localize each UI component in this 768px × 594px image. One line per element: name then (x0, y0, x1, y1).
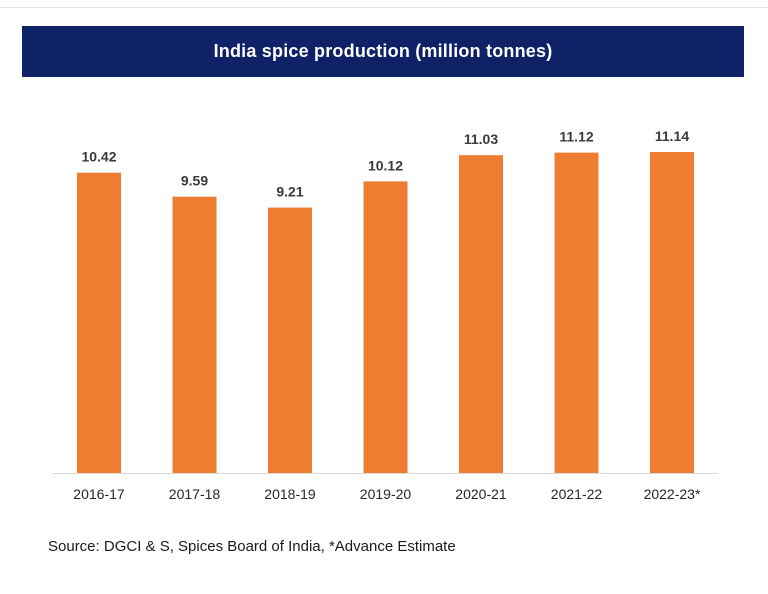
x-tick-label: 2022-23* (644, 486, 701, 502)
bar-2022-23* (650, 152, 694, 473)
bar-2016-17 (77, 172, 121, 473)
bar-2021-22 (554, 152, 599, 473)
x-tick-label: 2020-21 (455, 486, 507, 502)
bar-2020-21 (459, 155, 503, 473)
x-tick-label: 2017-18 (169, 486, 221, 502)
source-note: Source: DGCI & S, Spices Board of India,… (48, 538, 456, 555)
bar-2019-20 (363, 181, 408, 473)
x-tick-label: 2021-22 (551, 486, 603, 502)
data-label: 11.14 (655, 128, 689, 144)
data-label: 9.21 (276, 184, 303, 200)
x-tick-label: 2016-17 (73, 486, 125, 502)
chart-title: India spice production (million tonnes) (213, 41, 553, 61)
chart-title-bar: India spice production (million tonnes) (22, 26, 744, 77)
bar-2018-19 (268, 207, 312, 473)
data-label: 10.42 (81, 149, 116, 165)
data-label: 10.12 (368, 157, 403, 173)
data-label: 11.03 (464, 131, 498, 147)
x-tick-label: 2019-20 (360, 486, 412, 502)
data-label: 9.59 (181, 173, 208, 189)
bar-2017-18 (172, 196, 217, 473)
data-label: 11.12 (559, 129, 593, 145)
x-tick-label: 2018-19 (264, 486, 316, 502)
top-divider (0, 7, 768, 8)
